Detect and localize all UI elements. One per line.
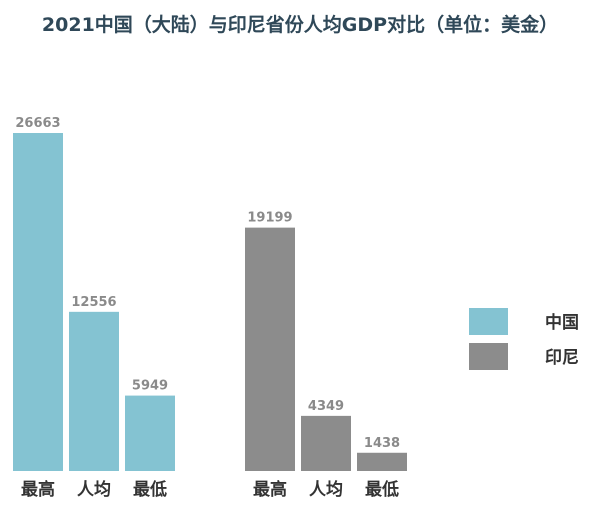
data-label: 5949 [132, 379, 168, 394]
category-label: 人均 [309, 479, 343, 500]
legend-swatch [469, 308, 508, 335]
bar-印尼-人均 [301, 415, 351, 471]
data-label: 19199 [247, 211, 292, 226]
bar-印尼-最低 [357, 452, 407, 471]
data-label: 26663 [15, 116, 60, 131]
bar-中国-最低 [125, 395, 175, 471]
category-label: 最低 [365, 479, 399, 500]
legend-label: 印尼 [545, 348, 579, 368]
bar-中国-人均 [69, 311, 119, 471]
data-label: 4349 [308, 399, 344, 414]
category-label: 最低 [133, 479, 167, 500]
bar-中国-最高 [13, 133, 63, 471]
category-label: 最高 [21, 479, 55, 500]
bar-印尼-最高 [245, 227, 295, 471]
legend-label: 中国 [545, 312, 579, 333]
data-label: 12556 [71, 295, 116, 310]
chart-title: 2021中国（大陆）与印尼省份人均GDP对比（单位：美金） [42, 13, 558, 36]
data-label: 1438 [364, 436, 400, 451]
bars-layer: 26663 最高 12556 人均 5949 最低 19199 最高 4349 人均 1438 最低 [13, 116, 407, 500]
category-label: 最高 [253, 479, 287, 500]
legend-swatch [469, 343, 508, 370]
category-label: 人均 [77, 479, 111, 500]
